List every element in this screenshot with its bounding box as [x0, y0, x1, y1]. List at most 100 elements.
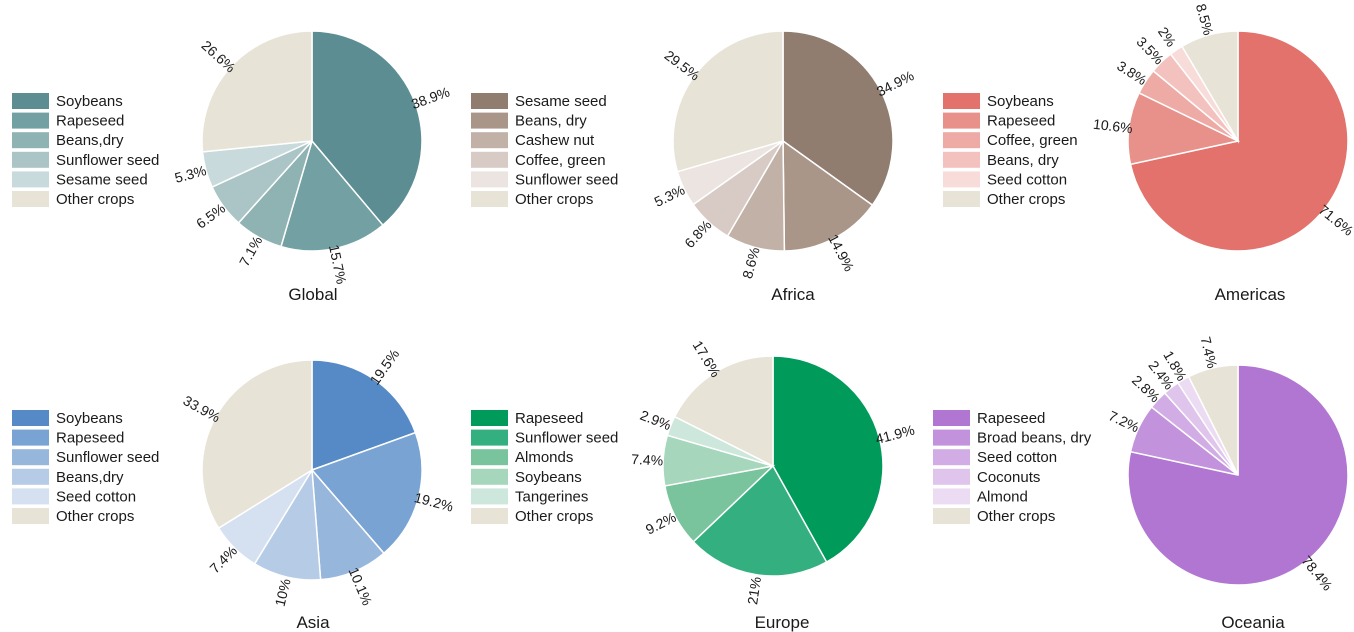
legend-swatch-beans-dry	[12, 132, 49, 149]
legend-swatch-other-crops	[12, 508, 49, 524]
legend-label-tangerines: Tangerines	[515, 488, 588, 505]
legend-label-coconuts: Coconuts	[977, 469, 1040, 486]
legend-label-sunflower-seed: Sunflower seed	[515, 430, 618, 447]
legend-swatch-other-crops	[943, 191, 980, 207]
pie-value-label: 7.1%	[236, 233, 266, 269]
legend-label-sunflower-seed: Sunflower seed	[515, 171, 618, 188]
legend-swatch-coffee-green	[471, 151, 508, 168]
legend-swatch-sesame-seed	[471, 93, 508, 109]
legend-swatch-sunflower-seed	[471, 429, 508, 446]
legend-swatch-seed-cotton	[12, 488, 49, 505]
pie-slice-other-crops	[1180, 30, 1239, 144]
pie-chart-europe: 41.9% 21% 9.2% 7.4% 2.9% 17.6% Rapeseed Sunflow…	[471, 338, 916, 632]
legend-label-other-crops: Other crops	[987, 191, 1065, 208]
legend-label-other-crops: Other crops	[56, 191, 134, 208]
legend-swatch-rapeseed	[933, 410, 970, 426]
pie-slice-soybeans	[311, 30, 423, 227]
pie-value-label: 17.6%	[690, 338, 724, 380]
legend-label-cashew-nut: Cashew nut	[515, 132, 595, 149]
legend-swatch-beans-dry	[12, 468, 49, 485]
legend-asia: Soybeans Rapeseed Sunflower seed Beans,dry S…	[12, 410, 159, 525]
legend-label-coffee-green: Coffee, green	[515, 152, 606, 169]
legend-label-soybeans: Soybeans	[987, 93, 1054, 110]
pie-slice-soybeans	[311, 359, 417, 472]
legend-swatch-other-crops	[12, 191, 49, 207]
pie-value-label: 7.4%	[1198, 335, 1221, 370]
pie-slice-rapeseed	[310, 431, 423, 555]
legend-label-other-crops: Other crops	[515, 508, 593, 525]
legend-label-soybeans: Soybeans	[56, 93, 123, 110]
pie-value-label: 29.5%	[662, 47, 703, 84]
legend-swatch-almonds	[471, 449, 508, 466]
legend-label-other-crops: Other crops	[515, 191, 593, 208]
pie-value-label: 34.9%	[874, 67, 917, 99]
pie-value-label: 8.5%	[1193, 2, 1217, 37]
legend-label-beans-dry: Beans, dry	[987, 152, 1059, 169]
pie-chart-global: 38.9%15.7%7.1%6.5%5.3%26.6%SoybeansRapes…	[12, 30, 452, 304]
pie-value-label: 26.6%	[199, 37, 239, 76]
legend-label-seed-cotton: Seed cotton	[977, 449, 1057, 466]
legend-label-rapeseed: Rapeseed	[515, 410, 583, 427]
pie-slice-other-crops	[672, 30, 784, 173]
legend-label-sesame-seed: Sesame seed	[56, 171, 148, 188]
legend-europe: Rapeseed Sunflower seed Almonds Soybeans Tan…	[471, 410, 618, 525]
pie-slice-sunflower-seed	[692, 464, 828, 577]
legend-label-soybeans: Soybeans	[56, 410, 123, 427]
pie-value-label: 5.3%	[173, 162, 208, 186]
chart-title-americas: Americas	[1215, 285, 1286, 304]
legend-global: Soybeans Rapeseed Beans,dry Sunflower seed S…	[12, 93, 159, 208]
legend-swatch-other-crops	[471, 508, 508, 524]
legend-label-other-crops: Other crops	[56, 508, 134, 525]
legend-swatch-sunflower-seed	[12, 151, 49, 168]
pie-chart-asia: 19.5%19.2%10.1%10%7.4%33.9%SoybeansRapes…	[12, 346, 455, 632]
pie-chart-americas: 71.6%10.6%3.8%3.5%2% 8.5%SoybeansRapeseed…	[943, 2, 1354, 304]
pie-value-label: 71.6%	[1316, 201, 1354, 238]
chart-title-africa: Africa	[771, 285, 815, 304]
chart-title-asia: Asia	[296, 613, 330, 632]
legend-swatch-other-crops	[471, 191, 508, 207]
chart-title-global: Global	[288, 285, 337, 304]
legend-label-beans-dry: Beans, dry	[515, 113, 587, 130]
pie-value-label: 7.4%	[631, 451, 664, 469]
legend-label-other-crops: Other crops	[977, 508, 1055, 525]
legend-swatch-rapeseed	[12, 112, 49, 129]
pie-slice-other-crops	[673, 355, 774, 468]
pie-value-label: 21%	[744, 576, 764, 606]
pie-value-label: 10.6%	[1092, 116, 1133, 137]
legend-swatch-soybeans	[12, 410, 49, 426]
legend-oceania: Rapeseed Broad beans, dry Seed cotton Cocon…	[933, 410, 1092, 525]
legend-swatch-seed-cotton	[933, 449, 970, 466]
legend-swatch-sunflower-seed	[471, 171, 508, 188]
legend-swatch-cashew-nut	[471, 132, 508, 149]
pie-value-label: 19.2%	[413, 489, 455, 515]
pie-value-label: 5.3%	[652, 182, 688, 210]
legend-africa: Sesame seed Beans, dry Cashew nut Coffee, g…	[471, 93, 618, 208]
legend-swatch-coconuts	[933, 468, 970, 485]
pie-value-label: 33.9%	[181, 392, 223, 425]
pie-value-label: 78.4%	[1298, 553, 1335, 594]
pie-slice-beans-dry	[782, 139, 874, 252]
legend-label-soybeans: Soybeans	[515, 469, 582, 486]
legend-swatch-rapeseed	[471, 410, 508, 426]
pie-value-label: 8.6%	[739, 245, 763, 280]
pie-slice-rapeseed	[280, 139, 384, 252]
legend-label-seed-cotton: Seed cotton	[56, 488, 136, 505]
legend-swatch-soybeans	[943, 93, 980, 109]
pie-chart-africa: 34.9%14.9%8.6%6.8%5.3%29.5%Sesame seedBe…	[471, 30, 917, 304]
legend-label-rapeseed: Rapeseed	[56, 113, 124, 130]
legend-label-almonds: Almonds	[515, 449, 573, 466]
pie-value-label: 10%	[272, 577, 294, 608]
legend-swatch-seed-cotton	[943, 171, 980, 188]
legend-label-coffee-green: Coffee, green	[987, 132, 1078, 149]
legend-swatch-soybeans	[471, 468, 508, 485]
pie-slice-other-crops	[201, 359, 313, 530]
legend-label-sunflower-seed: Sunflower seed	[56, 449, 159, 466]
legend-label-rapeseed: Rapeseed	[977, 410, 1045, 427]
pie-value-label: 2%	[1155, 24, 1180, 50]
legend-swatch-other-crops	[933, 508, 970, 524]
legend-swatch-rapeseed	[12, 429, 49, 446]
legend-label-sunflower-seed: Sunflower seed	[56, 152, 159, 169]
chart-title-oceania: Oceania	[1221, 613, 1285, 632]
legend-label-seed-cotton: Seed cotton	[987, 171, 1067, 188]
